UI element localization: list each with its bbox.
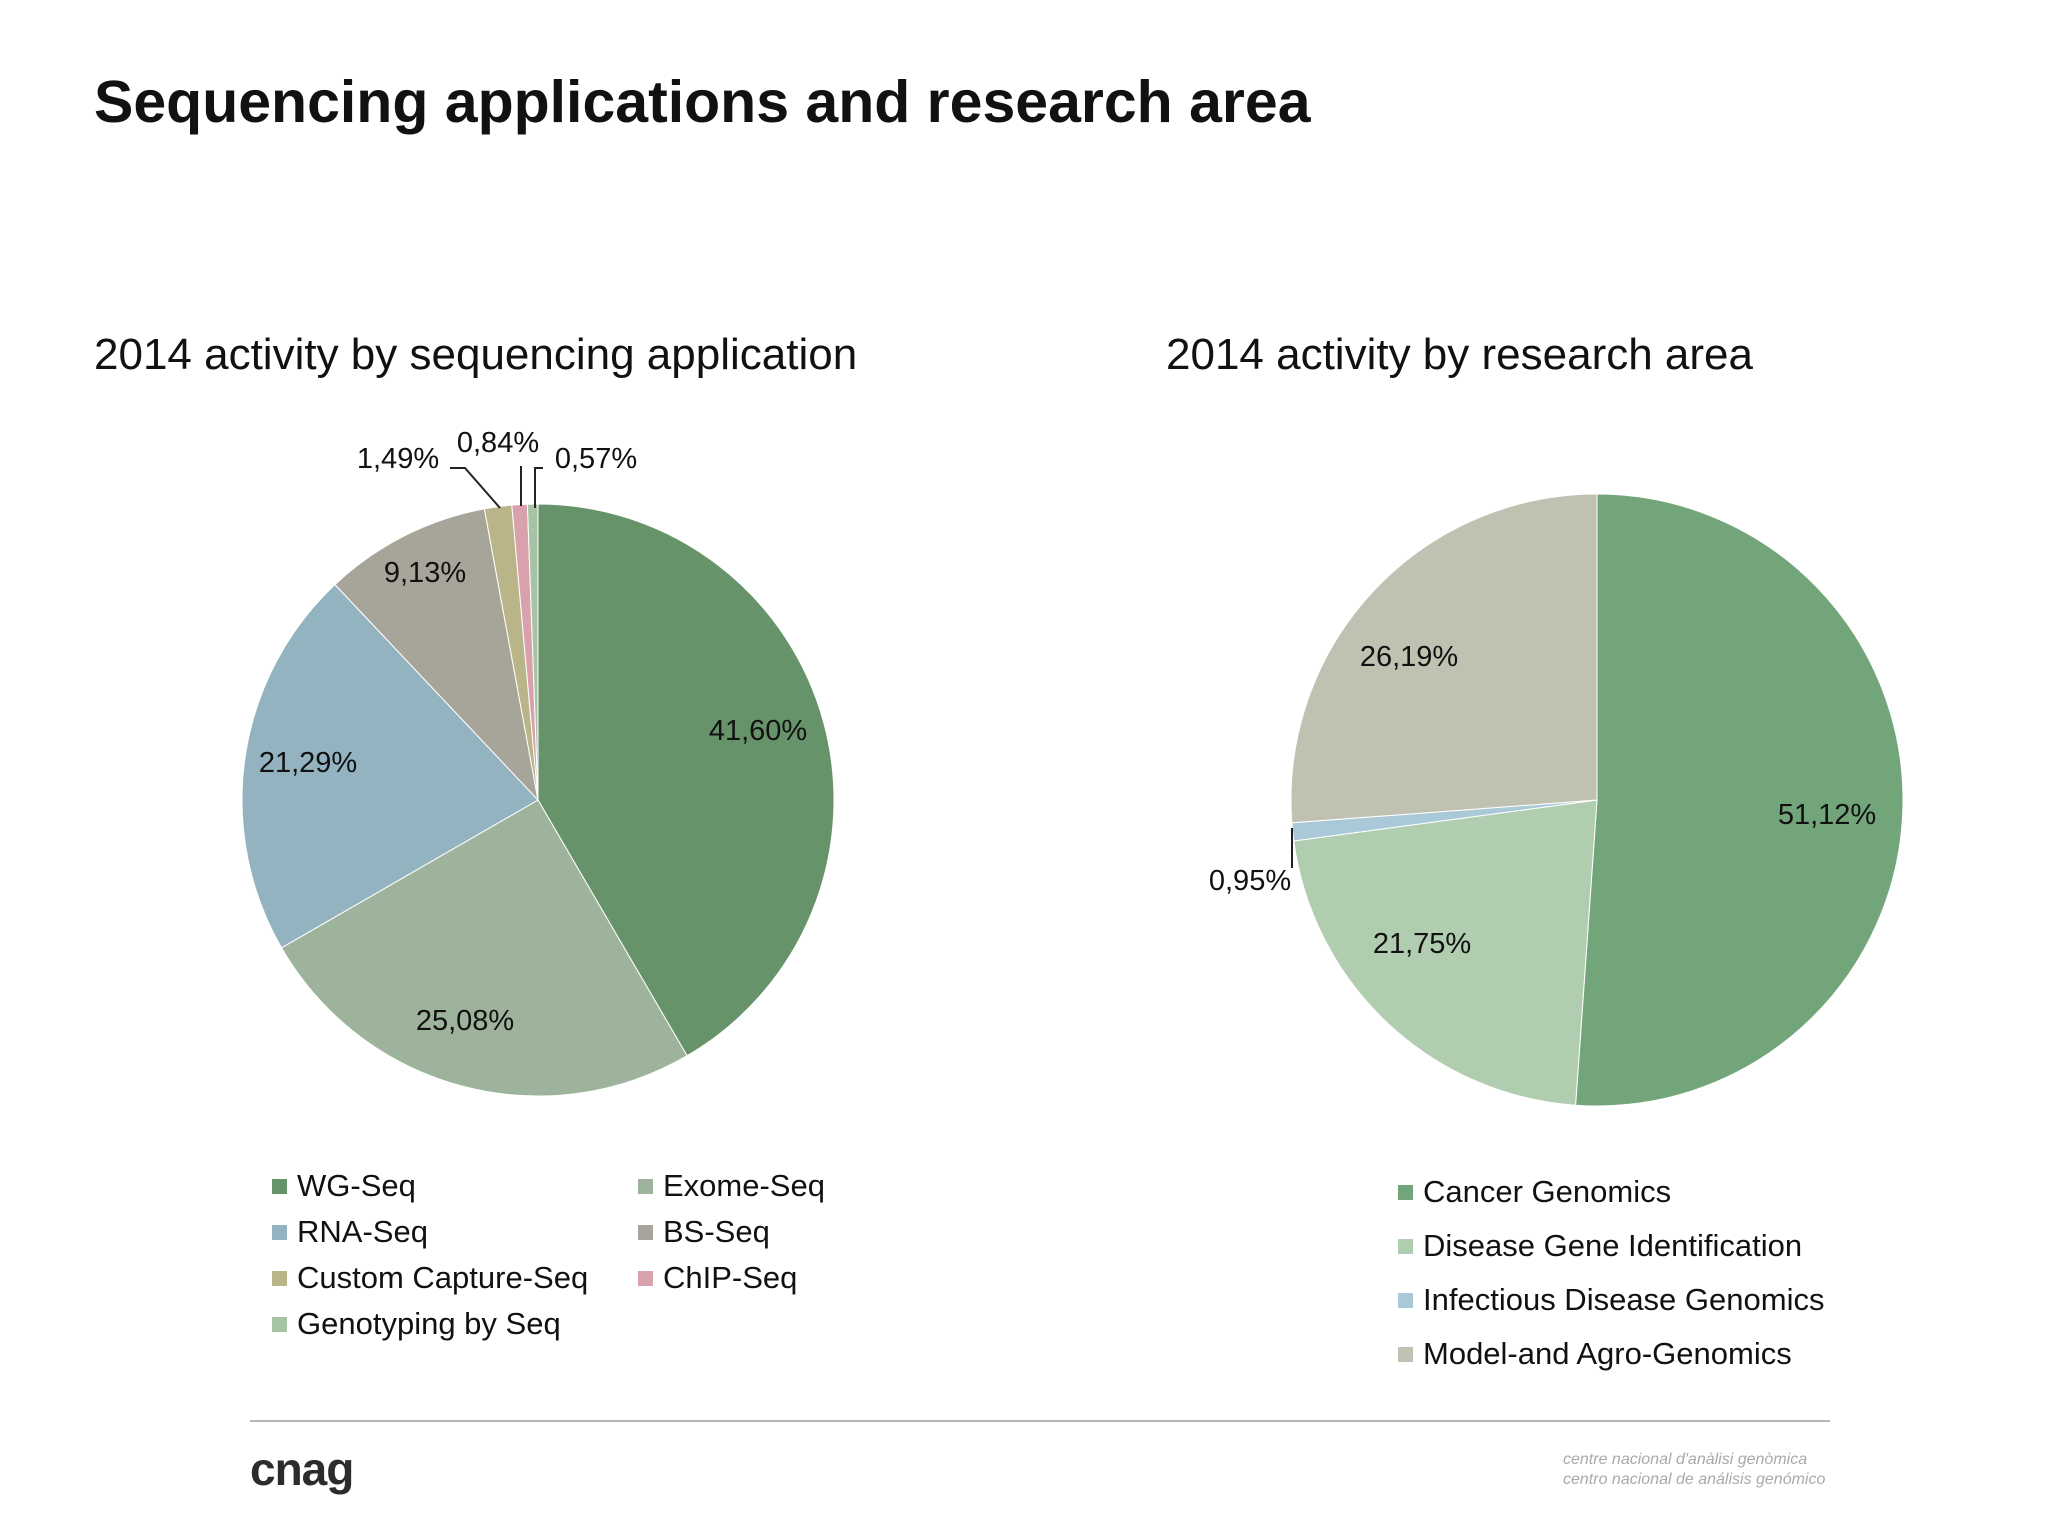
legend-label: Infectious Disease Genomics (1423, 1282, 1825, 1317)
label-leader-line (450, 467, 501, 509)
pie-slice-genotyping-by-seq (526, 503, 539, 801)
data-label: 9,13% (384, 557, 466, 589)
legend-label: Exome-Seq (663, 1168, 825, 1203)
data-label: 1,49% (357, 443, 439, 475)
legend-swatch (1398, 1292, 1413, 1308)
legend-label: Disease Gene Identification (1423, 1228, 1803, 1263)
legend-item: WG-Seq (272, 1168, 416, 1204)
legend-item: ChIP-Seq (638, 1260, 797, 1296)
legend-item: Cancer Genomics (1398, 1174, 1671, 1210)
legend-item: Custom Capture-Seq (272, 1260, 588, 1296)
legend-swatch (272, 1270, 287, 1286)
legend-item: Exome-Seq (638, 1168, 825, 1204)
legend-item: BS-Seq (638, 1214, 770, 1250)
data-label: 51,12% (1778, 799, 1876, 831)
chart-title-research-area: 2014 activity by research area (1166, 330, 1753, 379)
legend-label: Cancer Genomics (1423, 1174, 1672, 1209)
legend-swatch (1398, 1346, 1413, 1362)
data-label: 21,75% (1373, 928, 1471, 960)
label-leader-line (534, 467, 543, 508)
legend-label: Genotyping by Seq (297, 1306, 561, 1341)
data-label: 25,08% (416, 1005, 514, 1037)
data-label: 41,60% (709, 715, 807, 747)
pie-slice-wg-seq (537, 503, 835, 1057)
footer-line-es: centro nacional de análisis genómico (1563, 1471, 1826, 1488)
legend-swatch (272, 1224, 287, 1240)
legend-swatch (638, 1270, 653, 1286)
legend-swatch (272, 1316, 287, 1332)
data-label: 26,19% (1360, 641, 1458, 673)
pie-slice-bs-seq (334, 508, 539, 802)
footer-divider (250, 1420, 1830, 1422)
pie-slice-disease-gene-identification (1293, 799, 1598, 1106)
legend-label: RNA-Seq (297, 1214, 428, 1249)
data-label: 0,95% (1209, 865, 1291, 897)
legend-label: BS-Seq (663, 1214, 770, 1249)
data-label: 21,29% (259, 747, 357, 779)
pie-slice-model-and-agro-genomics (1290, 493, 1598, 824)
cnag-logo: cnag (250, 1443, 354, 1495)
legend-label: ChIP-Seq (663, 1260, 798, 1295)
chart-title-application: 2014 activity by sequencing application (94, 330, 858, 379)
legend-item: Model-and Agro-Genomics (1398, 1336, 1792, 1372)
legend-swatch (272, 1178, 287, 1194)
slide-title: Sequencing applications and research are… (94, 69, 1311, 135)
legend-item: Genotyping by Seq (272, 1306, 561, 1342)
legend-swatch (638, 1224, 653, 1240)
footer-institution-text: centre nacional d'anàlisi genòmica centr… (1563, 1450, 1825, 1490)
legend-item: Disease Gene Identification (1398, 1228, 1802, 1264)
data-label: 0,84% (457, 427, 539, 459)
legend-swatch (638, 1178, 653, 1194)
data-label: 0,57% (555, 443, 637, 475)
legend-item: RNA-Seq (272, 1214, 428, 1250)
legend-label: Model-and Agro-Genomics (1423, 1336, 1792, 1371)
legend-item: Infectious Disease Genomics (1398, 1282, 1824, 1318)
pie-slice-rna-seq (241, 583, 539, 949)
pie-slice-cancer-genomics (1575, 493, 1904, 1107)
footer-line-ca: centre nacional d'anàlisi genòmica (1563, 1451, 1808, 1468)
legend-swatch (1398, 1184, 1413, 1200)
pie-slice-exome-seq (280, 799, 688, 1097)
legend-swatch (1398, 1238, 1413, 1254)
legend-label: WG-Seq (297, 1168, 416, 1203)
legend-label: Custom Capture-Seq (297, 1260, 589, 1295)
